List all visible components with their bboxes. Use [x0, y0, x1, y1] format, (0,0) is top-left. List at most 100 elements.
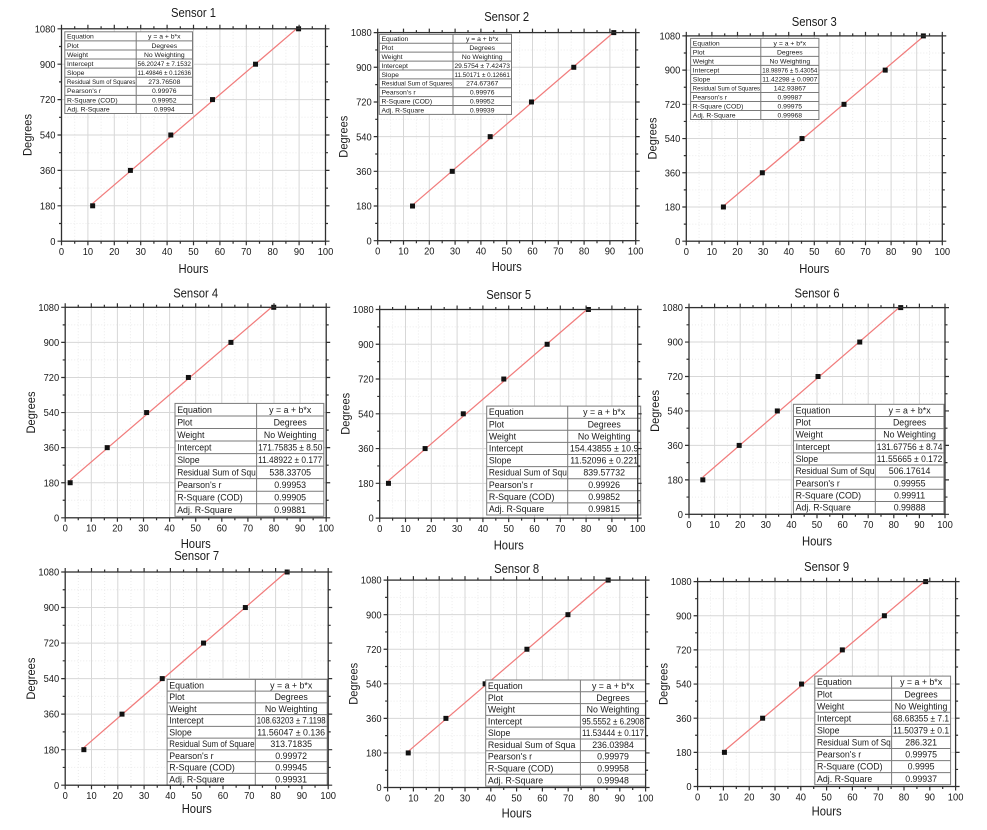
svg-text:0: 0: [376, 783, 381, 794]
svg-text:1080: 1080: [38, 303, 59, 314]
svg-text:Residual Sum of Squa: Residual Sum of Squa: [488, 740, 576, 750]
svg-text:Degrees: Degrees: [274, 417, 308, 427]
svg-text:0.99972: 0.99972: [275, 751, 307, 761]
svg-text:Degrees: Degrees: [275, 692, 309, 702]
svg-text:360: 360: [665, 168, 681, 179]
svg-text:10: 10: [709, 520, 720, 531]
svg-text:Residual Sum of Sq: Residual Sum of Sq: [817, 738, 891, 748]
svg-text:180: 180: [40, 201, 56, 212]
svg-text:R-Square (COD): R-Square (COD): [382, 98, 433, 105]
svg-text:Weight: Weight: [817, 701, 845, 711]
svg-text:0.9995: 0.9995: [908, 762, 935, 772]
svg-text:Residual Sum of Squ: Residual Sum of Squ: [489, 468, 567, 478]
svg-text:540: 540: [676, 680, 692, 691]
svg-text:Equation: Equation: [177, 405, 212, 415]
svg-text:540: 540: [44, 408, 60, 419]
svg-text:Sensor 6: Sensor 6: [795, 285, 840, 300]
svg-text:Degrees: Degrees: [893, 418, 927, 428]
svg-text:Slope: Slope: [817, 725, 840, 735]
svg-text:0: 0: [377, 524, 382, 535]
svg-text:Equation: Equation: [796, 405, 831, 415]
svg-text:80: 80: [886, 247, 897, 258]
svg-text:0: 0: [54, 513, 59, 524]
svg-text:11.48922 ± 0.177: 11.48922 ± 0.177: [258, 455, 322, 465]
svg-text:11.52096 ± 0.221: 11.52096 ± 0.221: [570, 456, 638, 466]
svg-text:540: 540: [667, 407, 683, 418]
svg-text:R-Square (COD): R-Square (COD): [169, 763, 235, 773]
svg-text:0: 0: [678, 510, 683, 521]
svg-text:Residual Sum of Square: Residual Sum of Square: [169, 739, 254, 749]
svg-text:30: 30: [770, 792, 781, 803]
svg-text:900: 900: [358, 340, 374, 351]
svg-text:No Weighting: No Weighting: [587, 705, 640, 715]
svg-text:Residual Sum of Squares: Residual Sum of Squares: [382, 81, 453, 88]
svg-text:29.5754 ± 7.42473: 29.5754 ± 7.42473: [454, 63, 510, 70]
svg-text:100: 100: [320, 791, 336, 802]
svg-text:50: 50: [812, 520, 823, 531]
svg-text:11.49846 ± 0.12636: 11.49846 ± 0.12636: [138, 70, 191, 77]
svg-text:154.43855 ± 10.9: 154.43855 ± 10.9: [570, 444, 639, 454]
svg-text:720: 720: [44, 639, 60, 650]
svg-text:70: 70: [553, 247, 564, 258]
svg-text:0: 0: [63, 524, 68, 535]
svg-text:No Weighting: No Weighting: [578, 431, 631, 441]
svg-text:900: 900: [40, 60, 56, 71]
svg-text:Plot: Plot: [817, 689, 833, 699]
svg-text:50: 50: [502, 247, 513, 258]
svg-text:50: 50: [504, 524, 515, 535]
svg-text:18.98976 ± 5.43054: 18.98976 ± 5.43054: [762, 67, 817, 74]
svg-text:50: 50: [809, 247, 820, 258]
svg-text:Equation: Equation: [67, 34, 94, 41]
svg-text:0: 0: [54, 781, 59, 792]
svg-text:10: 10: [83, 247, 94, 258]
svg-text:80: 80: [579, 247, 590, 258]
svg-text:10: 10: [707, 247, 718, 258]
svg-text:70: 70: [563, 793, 574, 804]
svg-text:900: 900: [366, 610, 382, 621]
svg-text:180: 180: [667, 475, 683, 486]
svg-text:360: 360: [356, 167, 372, 178]
svg-text:Weight: Weight: [489, 431, 517, 441]
svg-text:360: 360: [44, 710, 60, 721]
svg-text:30: 30: [136, 247, 147, 258]
svg-text:Degrees: Degrees: [596, 693, 630, 703]
svg-text:108.63203 ± 7.1198: 108.63203 ± 7.1198: [257, 716, 326, 726]
svg-text:90: 90: [294, 247, 305, 258]
svg-text:Adj. R-Square: Adj. R-Square: [489, 504, 544, 514]
svg-text:R-Square (COD): R-Square (COD): [693, 103, 744, 110]
svg-text:0.99939: 0.99939: [470, 107, 495, 114]
svg-text:313.71835: 313.71835: [270, 739, 312, 749]
svg-text:Slope: Slope: [177, 455, 200, 465]
svg-text:839.57732: 839.57732: [583, 468, 625, 478]
svg-text:10: 10: [400, 524, 411, 535]
svg-text:60: 60: [217, 524, 228, 535]
svg-text:540: 540: [358, 409, 374, 420]
svg-text:180: 180: [676, 748, 692, 759]
svg-text:0: 0: [59, 247, 64, 258]
svg-text:No Weighting: No Weighting: [883, 430, 936, 440]
svg-text:1080: 1080: [660, 32, 681, 43]
svg-text:y = a + b*x: y = a + b*x: [592, 681, 635, 691]
svg-text:360: 360: [676, 714, 692, 725]
svg-text:0.99953: 0.99953: [274, 480, 306, 490]
svg-text:Degrees: Degrees: [645, 118, 659, 160]
svg-text:720: 720: [665, 100, 681, 111]
svg-text:Adj. R-Square: Adj. R-Square: [67, 106, 110, 113]
svg-text:80: 80: [269, 524, 280, 535]
svg-text:Equation: Equation: [382, 36, 409, 43]
svg-text:y = a + b*x: y = a + b*x: [148, 34, 181, 41]
svg-text:Degrees: Degrees: [24, 658, 38, 700]
svg-text:Sensor 8: Sensor 8: [494, 561, 539, 576]
svg-text:50: 50: [821, 792, 832, 803]
svg-text:40: 40: [486, 793, 497, 804]
svg-text:No Weighting: No Weighting: [769, 58, 810, 65]
svg-text:0: 0: [686, 520, 691, 531]
svg-text:0.99952: 0.99952: [470, 98, 495, 105]
svg-text:236.03984: 236.03984: [592, 740, 634, 750]
svg-text:360: 360: [40, 166, 56, 177]
svg-text:900: 900: [356, 63, 372, 74]
svg-text:Hours: Hours: [181, 537, 211, 551]
svg-text:Degrees: Degrees: [21, 114, 35, 156]
svg-text:180: 180: [44, 745, 60, 756]
svg-text:y = a + b*x: y = a + b*x: [466, 36, 499, 43]
